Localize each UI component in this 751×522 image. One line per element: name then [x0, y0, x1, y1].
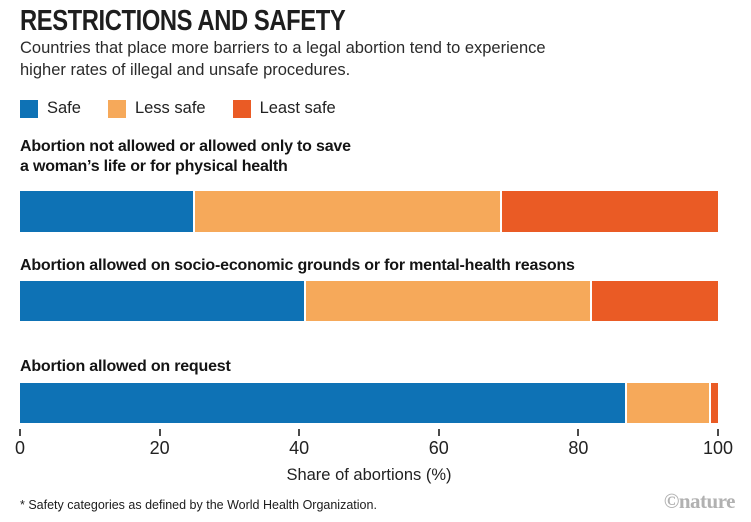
bar-segment-safe — [20, 191, 195, 232]
legend: Safe Less safe Least safe — [20, 99, 336, 118]
legend-label-safe: Safe — [47, 99, 81, 117]
x-axis-tick-label: 80 — [568, 438, 589, 458]
x-axis-tick — [298, 429, 301, 436]
x-axis-tick-label: 40 — [289, 438, 310, 458]
bar-group-label-3-line-1: Abortion allowed on request — [20, 358, 231, 375]
bar-segment-less-safe — [194, 191, 502, 232]
x-axis-tick-label: 0 — [14, 438, 26, 458]
subtitle: Countries that place more barriers to a … — [20, 37, 546, 81]
subtitle-line-2: higher rates of illegal and unsafe proce… — [20, 61, 351, 79]
x-axis-label: Share of abortions (%) — [286, 466, 452, 484]
footnote: * Safety categories as defined by the Wo… — [20, 498, 377, 512]
legend-item-less-safe: Less safe — [107, 99, 206, 118]
stacked-bar-3 — [20, 383, 718, 423]
stacked-bar-1 — [20, 191, 718, 232]
bar-group-label-1: Abortion not allowed or allowed only to … — [20, 137, 351, 177]
legend-item-least-safe: Least safe — [232, 99, 336, 118]
legend-label-less-safe: Less safe — [134, 99, 206, 117]
bar-segment-least-safe — [592, 281, 718, 321]
nature-logo: ©nature — [663, 489, 736, 513]
page-title: RESTRICTIONS AND SAFETY — [20, 5, 346, 37]
bar-segment-less-safe — [306, 281, 593, 321]
legend-item-safe: Safe — [20, 99, 81, 118]
bar-segment-least-safe — [711, 383, 718, 423]
bar-segment-safe — [20, 281, 307, 321]
bar-segment-least-safe — [501, 191, 718, 232]
bar-group-label-1-line-1: Abortion not allowed or allowed only to … — [20, 138, 351, 155]
bar-group-label-2: Abortion allowed on socio-economic groun… — [20, 256, 575, 276]
stacked-bar-2 — [20, 281, 718, 321]
x-axis-tick — [577, 429, 580, 436]
bar-segment-safe — [20, 383, 628, 423]
less-safe-swatch-icon — [107, 99, 126, 118]
x-axis-tick — [158, 429, 161, 436]
x-axis-tick-label: 20 — [149, 438, 170, 458]
x-axis-tick — [437, 429, 440, 436]
bar-group-label-3: Abortion allowed on request — [20, 357, 231, 377]
bar-group-label-2-line-1: Abortion allowed on socio-economic groun… — [20, 257, 575, 274]
bar-segment-less-safe — [627, 383, 711, 423]
x-axis-tick-label: 60 — [428, 438, 449, 458]
subtitle-line-1: Countries that place more barriers to a … — [20, 39, 546, 57]
bar-group-label-1-line-2: a woman’s life or for physical health — [20, 158, 288, 175]
safe-swatch-icon — [20, 99, 38, 118]
least-safe-swatch-icon — [232, 99, 251, 118]
x-axis-tick-label: 100 — [702, 438, 734, 458]
x-axis-tick — [19, 429, 21, 436]
legend-label-least-safe: Least safe — [259, 99, 336, 117]
x-axis-tick — [717, 429, 719, 436]
